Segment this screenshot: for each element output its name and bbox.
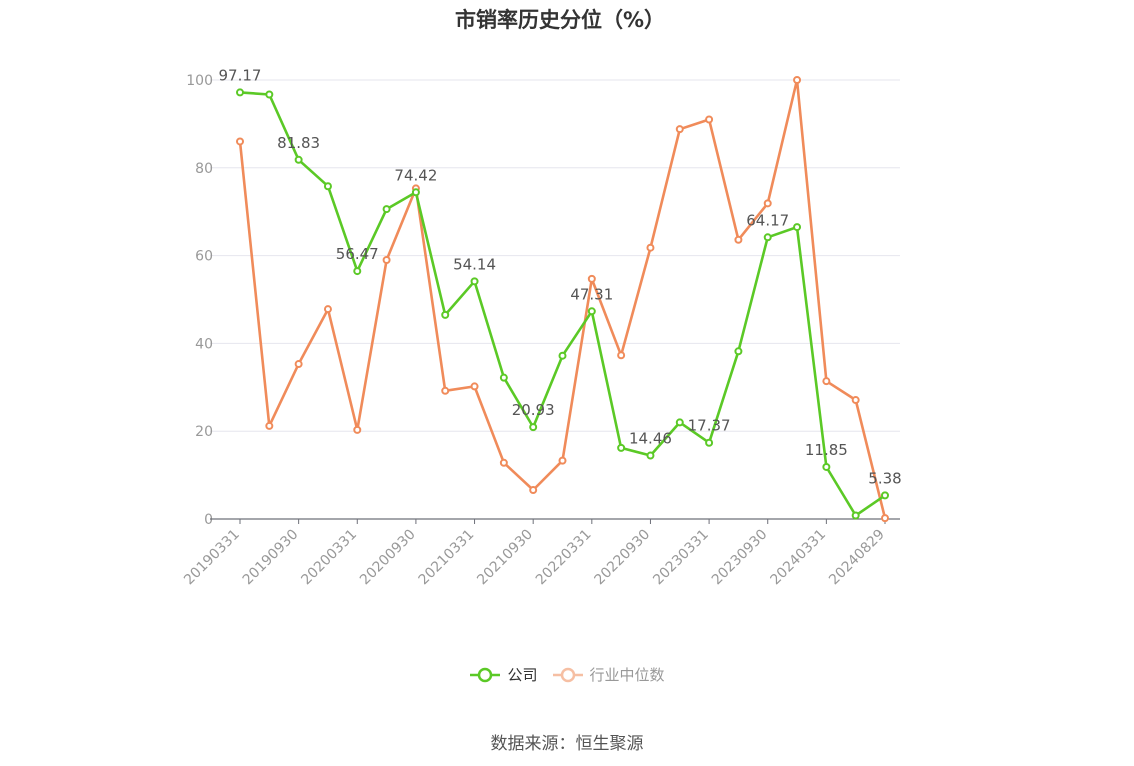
company-point (763, 233, 772, 242)
x-tick-label: 20220930 (592, 527, 654, 589)
company-point (558, 351, 567, 360)
grid-lines (210, 79, 900, 432)
industry-point (646, 243, 655, 252)
company-point (587, 307, 596, 316)
company-line (239, 91, 886, 517)
legend-item-company[interactable]: 公司 (469, 664, 538, 685)
x-tick-label: 20190930 (240, 527, 302, 589)
industry-point (529, 486, 538, 495)
industry-point (470, 382, 479, 391)
x-tick-label: 20240331 (767, 527, 829, 589)
legend-company-icon (470, 667, 501, 682)
industry-point (822, 377, 831, 386)
industry-point (587, 274, 596, 283)
company-point (793, 223, 802, 232)
x-tick-label: 20230331 (650, 527, 712, 589)
x-tick-label: 20240829 (826, 527, 888, 589)
source-note: 数据来源：恒生聚源 (490, 734, 644, 754)
data-label: 5.38 (868, 469, 901, 487)
company-point (294, 155, 303, 164)
y-tick-label: 20 (195, 424, 213, 440)
legend: 公司 行业中位数 (0, 664, 1134, 685)
company-point (411, 188, 420, 197)
industry-point (236, 137, 244, 146)
data-label: 54.14 (453, 255, 496, 273)
legend-industry-icon (552, 667, 583, 682)
company-point (617, 443, 626, 452)
y-tick-label: 0 (204, 512, 213, 528)
line-chart: 0 20 40 60 80 100 2019033120190930202003312020… (181, 66, 902, 589)
company-point (646, 451, 655, 460)
data-label: 17.37 (688, 417, 731, 435)
data-label: 14.46 (629, 430, 672, 448)
company-point (441, 310, 450, 319)
data-labels: 97.17 81.83 56.47 74.42 54.14 20.93 47.31 14.46… (219, 66, 902, 487)
company-point (675, 418, 684, 427)
industry-point (793, 76, 802, 84)
chart-title: 市销率历史分位（%） (454, 8, 666, 32)
industry-point (734, 235, 743, 244)
company-point (499, 373, 508, 382)
industry-point (558, 456, 567, 465)
company-point (822, 462, 831, 471)
industry-point (353, 425, 362, 434)
y-tick-label: 40 (195, 336, 213, 352)
y-tick-label: 100 (186, 73, 213, 89)
x-tick-label: 20230930 (709, 527, 771, 589)
company-point (529, 423, 538, 432)
industry-point (705, 115, 714, 124)
industry-point (881, 514, 889, 523)
data-label: 97.17 (219, 66, 262, 84)
data-label: 81.83 (277, 134, 320, 152)
industry-point (294, 360, 303, 369)
company-point (265, 90, 274, 99)
industry-point (441, 386, 450, 395)
data-label: 64.17 (746, 211, 789, 229)
legend-industry-label: 行业中位数 (589, 666, 665, 684)
series-lines (236, 76, 889, 523)
company-point (382, 205, 391, 214)
company-point (851, 511, 860, 520)
legend-item-industry[interactable]: 行业中位数 (552, 664, 665, 685)
y-tick-label: 80 (195, 161, 213, 177)
industry-point (382, 255, 391, 264)
y-tick-label: 60 (195, 249, 213, 265)
industry-point (323, 305, 332, 314)
company-point (323, 182, 332, 191)
company-point (470, 277, 479, 286)
industry-line (238, 78, 887, 519)
industry-point (851, 396, 860, 405)
company-point (236, 88, 244, 97)
company-point (705, 438, 714, 447)
industry-point (617, 351, 626, 360)
x-tick-label: 20200331 (298, 527, 360, 589)
company-point (881, 491, 889, 500)
industry-point (675, 125, 684, 134)
data-label: 11.85 (805, 441, 848, 459)
x-tick-label: 20210331 (416, 527, 478, 589)
legend-company-label: 公司 (507, 666, 538, 684)
industry-point (499, 458, 508, 467)
data-label: 47.31 (570, 285, 613, 303)
x-tick-label: 20200930 (357, 527, 419, 589)
industry-point (763, 199, 772, 208)
company-point (734, 347, 743, 356)
company-point (353, 267, 362, 276)
x-tick-label: 20210930 (474, 527, 536, 589)
data-label: 74.42 (394, 166, 437, 184)
x-tick-label: 20220331 (533, 527, 595, 589)
x-tick-label: 20190331 (181, 527, 243, 589)
data-label: 20.93 (512, 401, 555, 419)
data-label: 56.47 (336, 245, 379, 263)
industry-point (265, 421, 274, 430)
